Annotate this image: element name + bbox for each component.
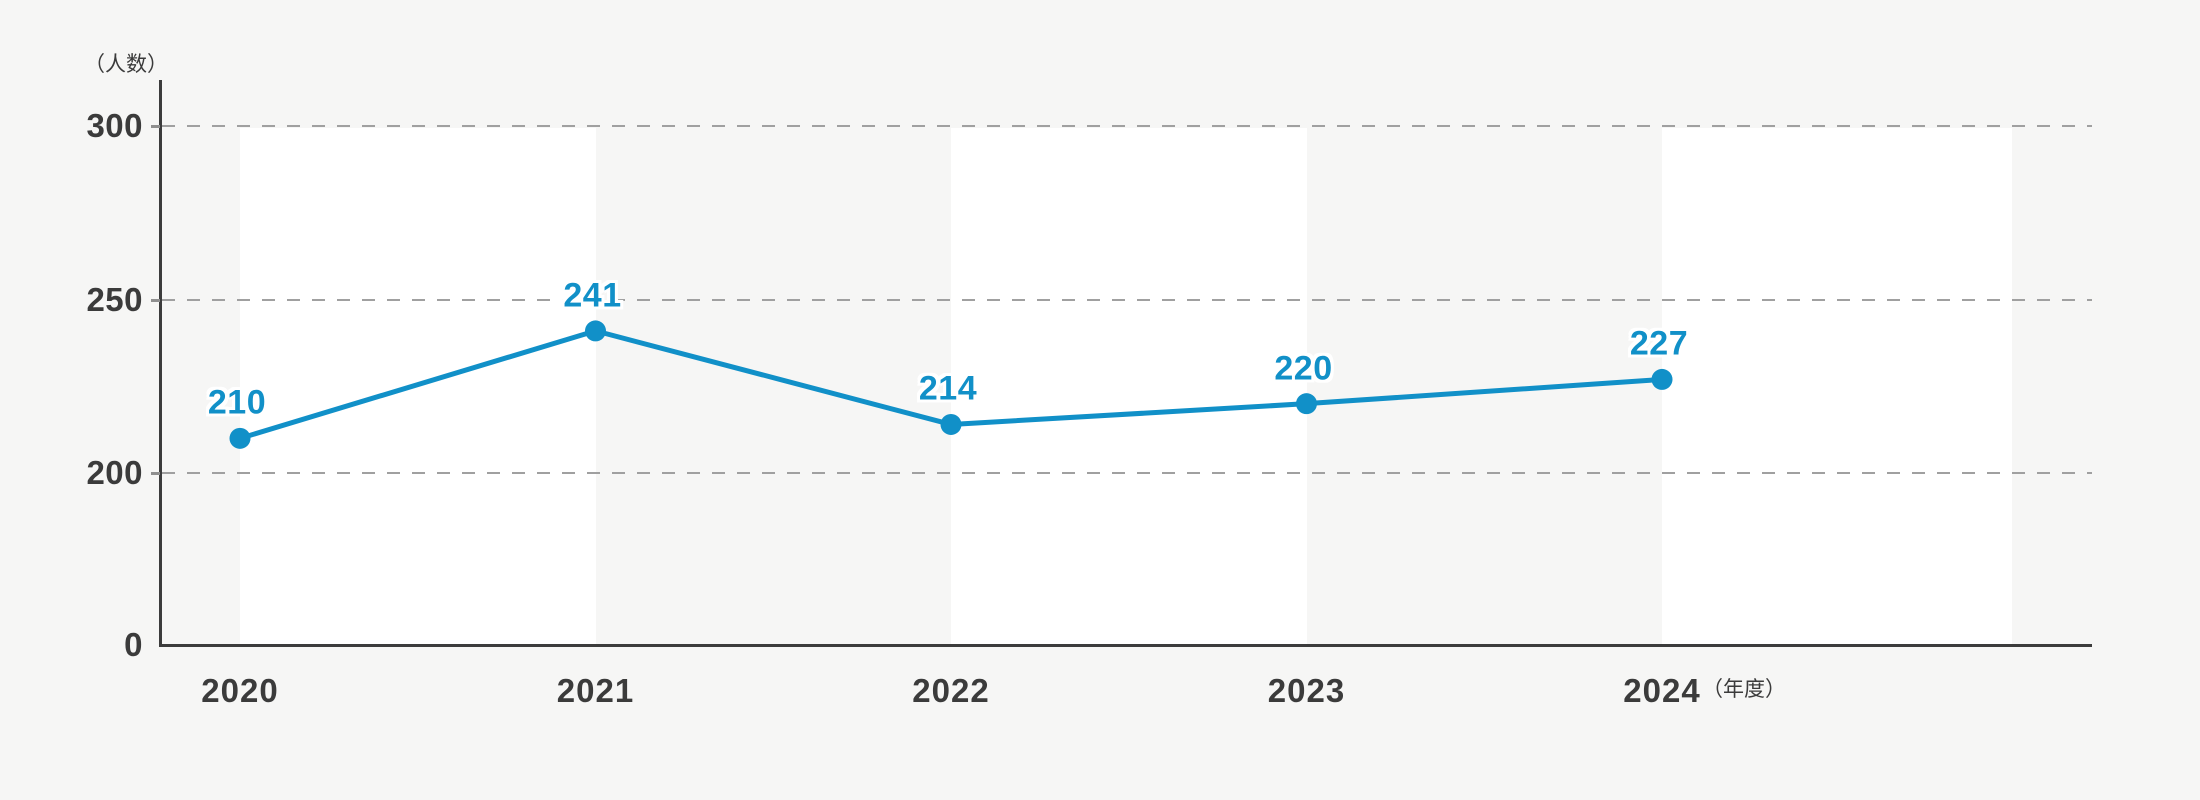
gridline-200 bbox=[162, 472, 2092, 474]
gridline-300 bbox=[162, 125, 2092, 127]
data-label-2021: 241 bbox=[563, 276, 622, 315]
data-label-2024: 227 bbox=[1629, 324, 1689, 363]
y-axis-unit-label: （人数） bbox=[84, 53, 168, 76]
y-axis-tick bbox=[151, 125, 160, 128]
y-tick-label-0: 0 bbox=[124, 626, 143, 663]
x-tick-label-2021: 2021 bbox=[556, 672, 635, 709]
data-label-2023: 220 bbox=[1274, 349, 1333, 388]
x-tick-label-2020: 2020 bbox=[201, 672, 279, 709]
y-axis-line bbox=[159, 80, 162, 646]
x-tick-label-2024: 2024 bbox=[1623, 672, 1701, 709]
data-label-2022: 214 bbox=[918, 369, 978, 408]
x-axis-line bbox=[159, 644, 2092, 647]
y-tick-label-300: 300 bbox=[86, 107, 143, 144]
gridline-250 bbox=[162, 299, 2092, 301]
x-tick-label-2023: 2023 bbox=[1267, 672, 1346, 709]
data-label-2020: 210 bbox=[207, 383, 267, 422]
x-axis-unit-label: （年度） bbox=[1702, 678, 1786, 701]
y-tick-label-200: 200 bbox=[86, 454, 143, 491]
y-axis-tick bbox=[151, 472, 160, 475]
plot-band bbox=[1662, 128, 2012, 645]
y-tick-label-250: 250 bbox=[86, 281, 143, 318]
plot-band bbox=[240, 128, 596, 645]
x-tick-label-2022: 2022 bbox=[912, 672, 990, 709]
plot-band bbox=[951, 128, 1307, 645]
y-axis-tick bbox=[151, 299, 160, 302]
